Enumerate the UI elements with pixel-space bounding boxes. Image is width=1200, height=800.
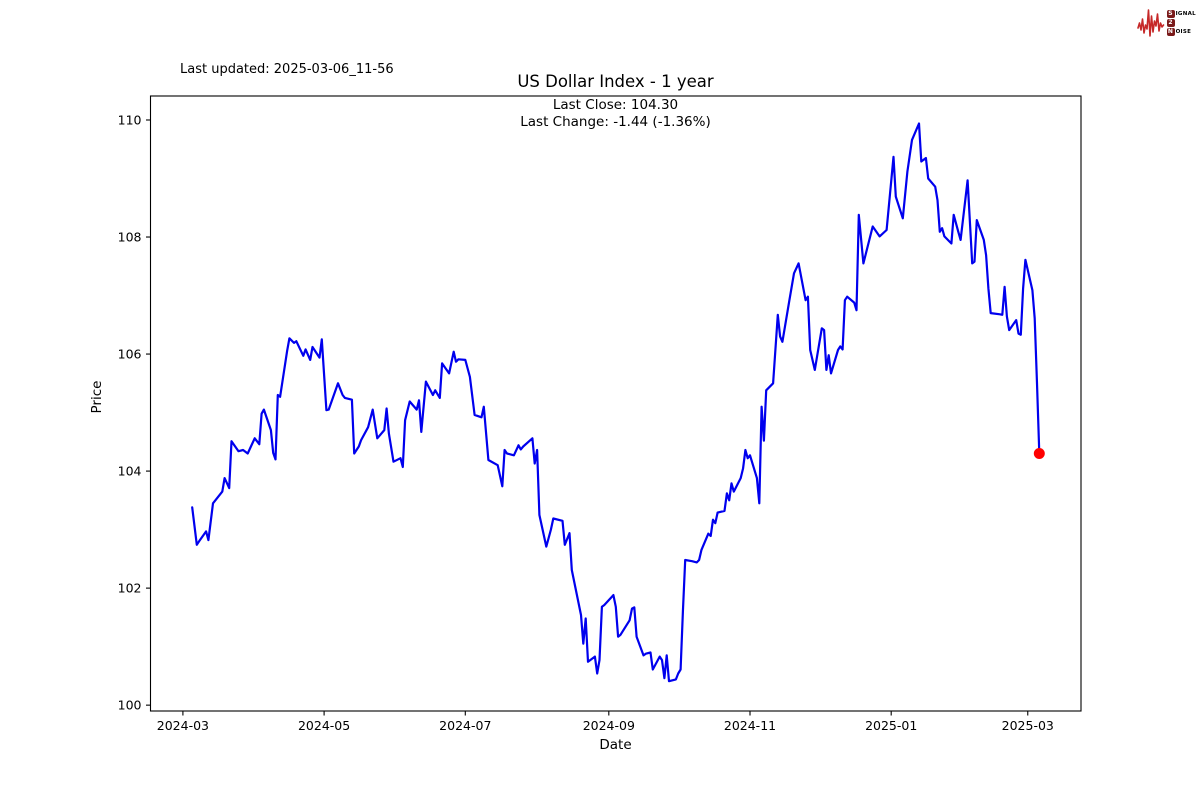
logo-text: S IGNAL 2 N OISE [1166,10,1196,36]
logo-row: S IGNAL [1166,10,1196,18]
last-close-marker [1033,448,1045,459]
x-tick-label: 2024-07 [439,718,491,733]
x-tick-label: 2025-01 [865,718,917,733]
x-tick-label: 2025-03 [1002,718,1054,733]
y-tick-label: 100 [118,698,142,713]
y-tick-label: 108 [118,230,142,245]
y-tick-label: 110 [118,112,142,127]
signal2noise-logo: S IGNAL 2 N OISE [1136,6,1196,40]
x-tick-label: 2024-05 [298,718,350,733]
last-updated-text: Last updated: 2025-03-06_11-56 [180,62,394,77]
last-change-annotation: Last Change: -1.44 (-1.36%) [520,114,711,130]
logo-row: 2 [1166,19,1196,27]
price-line [191,122,1041,683]
logo-letter-box: N [1166,28,1175,36]
x-axis-label: Date [599,737,632,753]
waveform-icon [1136,9,1164,37]
logo-row: N OISE [1166,28,1196,36]
x-tick-label: 2024-09 [583,718,635,733]
y-tick-label: 102 [118,581,142,596]
x-tick-label: 2024-11 [724,718,776,733]
y-tick-label: 106 [118,347,142,362]
logo-row-text: OISE [1175,29,1192,35]
logo-letter-box: S [1166,10,1175,18]
y-axis-label: Price [89,380,105,414]
x-tick-label: 2024-03 [157,718,209,733]
logo-row-text: IGNAL [1175,11,1196,17]
y-tick-label: 104 [118,464,142,479]
chart-title: US Dollar Index - 1 year [517,72,714,91]
plot-frame [149,95,1082,712]
last-close-annotation: Last Close: 104.30 [552,97,679,113]
logo-letter-box: 2 [1166,19,1175,27]
